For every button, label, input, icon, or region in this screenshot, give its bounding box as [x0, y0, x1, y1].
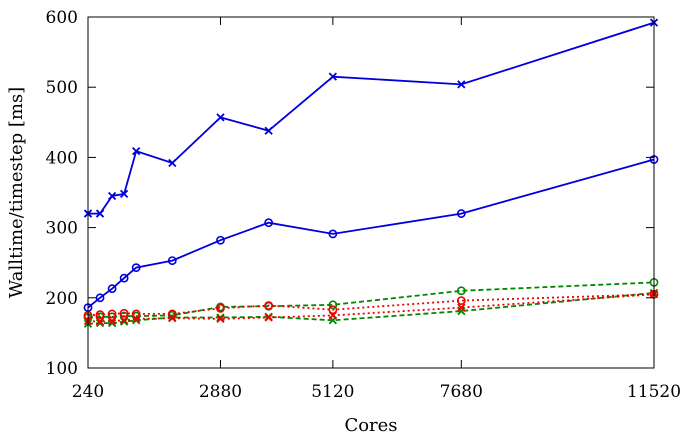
data-point	[107, 309, 117, 319]
x-axis-title: Cores	[344, 415, 397, 436]
data-point	[328, 305, 338, 315]
data-point	[168, 314, 177, 323]
y-tick-label: 100	[46, 359, 78, 379]
x-tick-label: 5120	[311, 382, 354, 402]
data-point	[264, 313, 273, 322]
x-tick-label: 2880	[199, 382, 242, 402]
series-2	[83, 155, 659, 313]
series-1	[83, 18, 659, 218]
data-point	[168, 158, 177, 168]
data-point	[132, 314, 141, 323]
data-point	[132, 316, 141, 325]
data-point	[119, 273, 129, 283]
data-point	[119, 189, 129, 199]
plot-lines	[83, 18, 659, 328]
data-point	[131, 309, 141, 319]
data-point	[328, 300, 338, 310]
data-point	[328, 311, 338, 320]
data-point	[457, 303, 466, 312]
data-point	[216, 113, 225, 122]
data-point	[107, 191, 117, 201]
data-point	[457, 80, 466, 89]
plot-frame	[87, 16, 655, 369]
y-tick-label: 500	[46, 78, 78, 98]
data-point	[264, 301, 274, 310]
axes: 100 200 300 400 500 600 240 2880 5120 7680 11520	[46, 8, 682, 402]
data-point	[456, 209, 466, 218]
y-tick-label: 600	[46, 8, 78, 28]
data-point	[216, 235, 225, 245]
data-point	[264, 218, 274, 228]
series-line	[87, 293, 655, 323]
data-point	[119, 308, 129, 318]
x-tick-label: 11520	[627, 382, 681, 402]
y-tick-label: 200	[46, 289, 78, 309]
data-point	[328, 229, 338, 239]
y-tick-label: 300	[46, 219, 78, 239]
data-point	[95, 293, 105, 303]
data-point	[119, 316, 129, 325]
data-point	[328, 72, 338, 81]
data-point	[132, 146, 141, 156]
series-5	[83, 289, 659, 320]
x-tick-label: 240	[72, 382, 104, 402]
data-point	[216, 314, 225, 323]
x-tick-label: 7680	[440, 382, 483, 402]
data-point	[107, 284, 117, 294]
data-point	[95, 209, 105, 218]
data-point	[131, 263, 141, 273]
series-4	[83, 288, 659, 328]
series-line	[88, 21, 655, 215]
series-6	[83, 290, 659, 326]
data-point	[119, 317, 129, 326]
data-point	[456, 286, 466, 296]
data-point	[216, 313, 225, 322]
data-point	[95, 318, 105, 328]
data-point	[167, 256, 177, 265]
data-point	[216, 303, 225, 313]
data-point	[456, 296, 466, 306]
y-tick-label: 400	[46, 148, 78, 168]
data-point	[95, 310, 105, 320]
data-point	[107, 316, 117, 326]
series-line	[87, 158, 655, 309]
data-point	[264, 126, 273, 135]
data-point	[95, 317, 105, 326]
y-axis-title: Walltime/timestep [ms]	[6, 87, 27, 298]
